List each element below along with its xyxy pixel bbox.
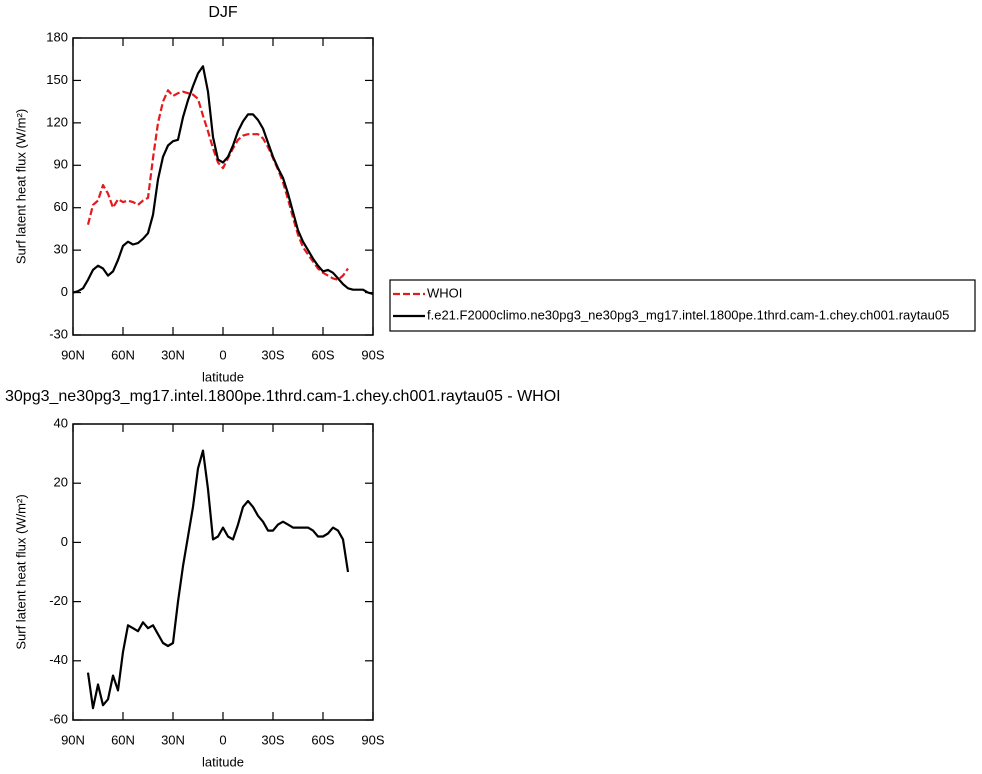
legend-label: WHOI <box>427 285 462 300</box>
y-axis-label: Surf latent heat flux (W/m²) <box>13 109 28 264</box>
y-tick-label: 120 <box>46 114 68 129</box>
x-tick-label: 30N <box>161 347 185 362</box>
y-axis-label: Surf latent heat flux (W/m²) <box>13 494 28 649</box>
x-tick-label: 60N <box>111 347 135 362</box>
line-series <box>86 449 350 710</box>
y-tick-label: 60 <box>54 199 68 214</box>
legend-box <box>389 279 976 332</box>
y-tick-label: 180 <box>46 29 68 44</box>
legend-label: f.e21.F2000climo.ne30pg3_ne30pg3_mg17.in… <box>427 307 949 322</box>
chart-title: DJF <box>208 4 238 21</box>
x-tick-label: 30S <box>261 347 284 362</box>
y-tick-label: 40 <box>54 415 68 430</box>
y-tick-label: 20 <box>54 475 68 490</box>
x-tick-label: 90N <box>61 347 85 362</box>
chart-title: 30pg3_ne30pg3_mg17.intel.1800pe.1thrd.ca… <box>5 388 561 405</box>
plot-frame <box>72 423 374 721</box>
y-tick-label: 30 <box>54 242 68 257</box>
x-tick-label: 60S <box>311 732 334 747</box>
y-tick-label: 0 <box>61 284 68 299</box>
y-tick-label: -60 <box>49 711 68 726</box>
x-axis-label: latitude <box>202 754 244 769</box>
y-tick-label: -20 <box>49 593 68 608</box>
x-tick-label: 30S <box>261 732 284 747</box>
plot-frame <box>72 37 374 336</box>
x-tick-label: 60S <box>311 347 334 362</box>
x-axis-label: latitude <box>202 369 244 384</box>
x-tick-label: 0 <box>219 732 226 747</box>
line-series <box>72 65 374 296</box>
x-tick-label: 90N <box>61 732 85 747</box>
x-tick-label: 90S <box>361 347 384 362</box>
x-tick-label: 90S <box>361 732 384 747</box>
line-series <box>86 89 349 281</box>
x-tick-label: 60N <box>111 732 135 747</box>
y-tick-label: 90 <box>54 157 68 172</box>
y-tick-label: -40 <box>49 652 68 667</box>
y-tick-label: 0 <box>61 534 68 549</box>
x-tick-label: 0 <box>219 347 226 362</box>
y-tick-label: -30 <box>49 326 68 341</box>
x-tick-label: 30N <box>161 732 185 747</box>
y-tick-label: 150 <box>46 72 68 87</box>
